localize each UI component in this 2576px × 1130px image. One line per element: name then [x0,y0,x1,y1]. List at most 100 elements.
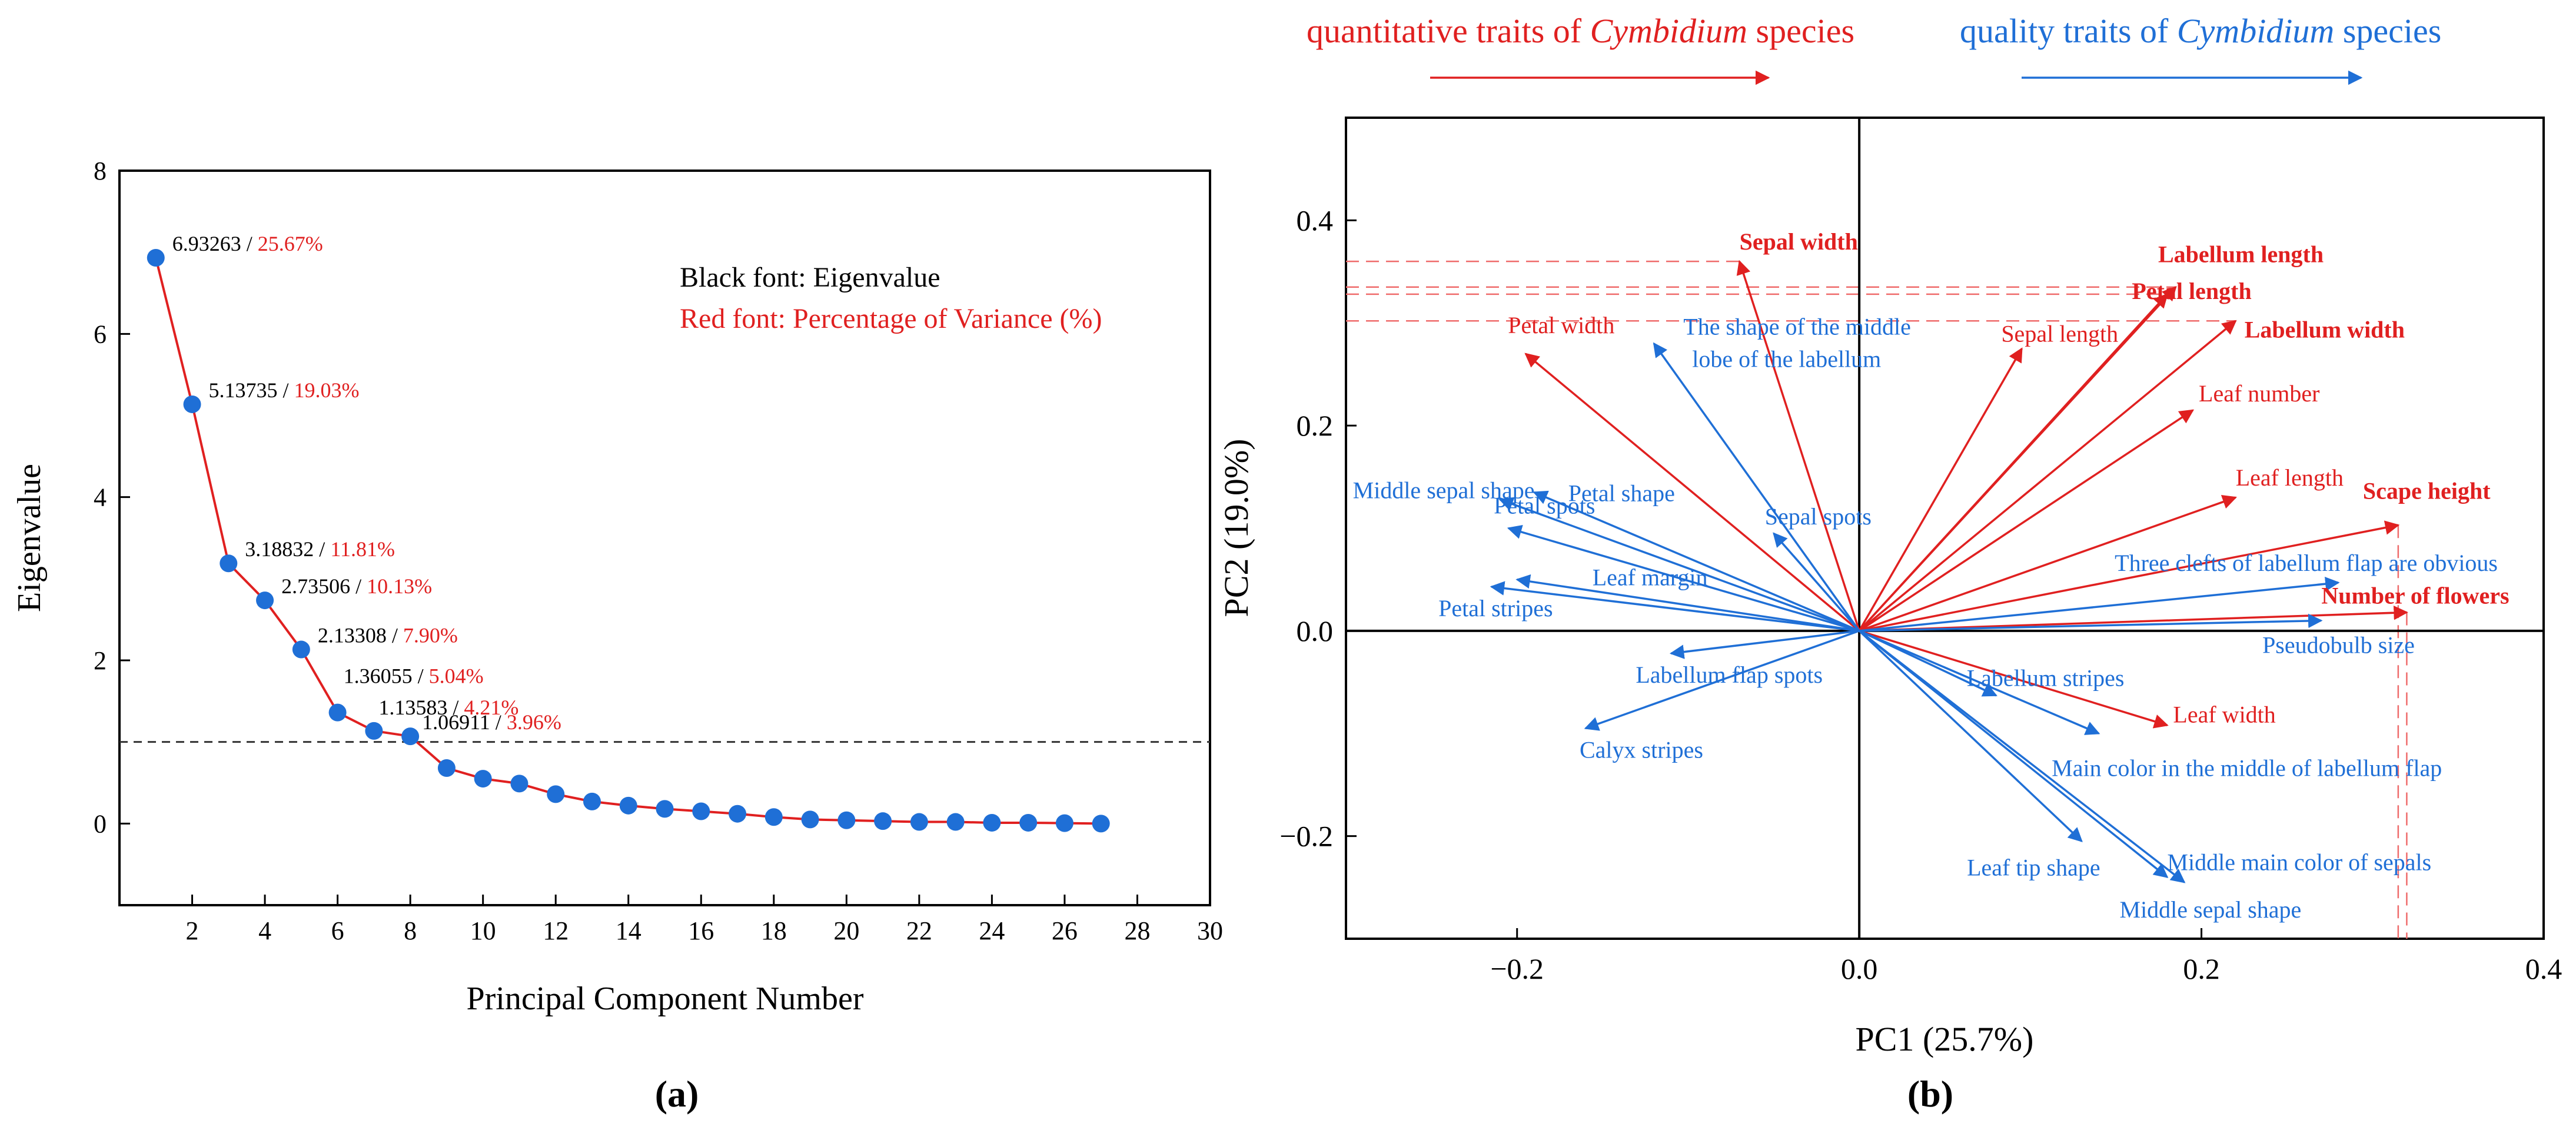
biplot-vector [1859,630,2169,878]
biplot-vector-label: Petal spots [1494,493,1595,519]
biplot-vector-label: Labellum length [2158,241,2324,268]
scree-points [147,249,1110,833]
biplot-vector-label: Labellum width [2245,316,2405,343]
annotation-eigenvalue: 3.18832 [245,537,314,561]
biplot-vector-label: Sepal width [1740,228,1858,255]
scree-plot-frame [118,170,1211,906]
biplot-x-tick-label: 0.0 [1841,952,1878,985]
header-quality: quality traits of Cymbidium species [1960,12,2441,50]
biplot-vector-label: Middle sepal shape [2120,896,2302,923]
biplot-vector-label: Three clefts of labellum flap are obviou… [2115,550,2498,576]
scree-annotations: 6.93263 / 25.67% 5.13735 / 19.03% 3.18832 … [172,232,561,734]
biplot-y-tick-label: −0.2 [1279,820,1333,853]
biplot-vector [1507,524,1860,632]
label-line: lobe of the labellum [1692,346,1881,373]
scree-x-tick-label: 30 [1197,916,1223,945]
scree-point [692,802,710,820]
scree-point [837,811,856,829]
biplot-vector-label: Calyx stripes [1580,737,1703,763]
scree-annotation: 3.18832 / 11.81% [245,537,395,561]
scree-y-tick-label: 4 [94,483,107,512]
biplot-vectors [1490,260,2408,883]
biplot-vector-label: Middle sepal shape [1353,477,1535,504]
scree-point [437,759,456,777]
scree-x-tick-label: 4 [258,916,271,945]
biplot-vector-label: Leaf length [2236,464,2344,491]
scree-y-tick-label: 0 [94,809,107,838]
biplot-vector [1515,574,1860,632]
scree-y-axis-label: Eigenvalue [11,464,48,612]
biplot-vector [1859,320,2237,632]
scree-point [401,727,420,746]
annotation-separator: / [314,537,330,561]
label-line: The shape of the middle [1683,314,1911,340]
scree-x-tick-label: 6 [331,916,344,945]
biplot-vector [1859,630,2169,729]
annotation-separator: / [387,624,403,647]
scree-y-tick-label: 6 [94,320,107,348]
scree-point [801,810,819,829]
scree-x-tick-label: 28 [1124,916,1150,945]
scree-annotation: 6.93263 / 25.67% [172,232,323,255]
scree-x-tick-label: 14 [616,916,641,945]
scree-annotation: 1.13583 / 4.21% [378,696,518,719]
biplot-vector-label: Sepal length [2001,320,2118,347]
biplot-vector [1533,490,1860,632]
biplot-y-tick-label: 0.2 [1297,409,1334,442]
scree-annotation: 5.13735 / 19.03% [209,378,360,402]
scree-point [183,395,201,413]
scree-point [256,591,274,610]
biplot-vector [1490,581,1860,632]
biplot-vector-label: Leaf number [2199,380,2319,407]
biplot-vector-label: Middle main color of sepals [2167,849,2431,875]
scree-x-tick-label: 16 [688,916,714,945]
biplot-vector-label: Leaf tip shape [1967,854,2100,880]
scree-x-tick-label: 20 [833,916,859,945]
biplot-x-tick-label: −0.2 [1490,952,1544,985]
biplot-vector-label: Petal stripes [1438,595,1553,622]
scree-point [547,785,565,803]
scree-point [656,800,674,818]
biplot-vector-label: Main color in the middle of labellum fla… [2052,755,2442,781]
legend-percentage: Red font: Percentage of Variance (%) [680,303,1102,334]
scree-x-tick-label: 24 [979,916,1005,945]
biplot-x-tick-label: 0.4 [2525,952,2562,985]
biplot-vector-label: Scape height [2363,477,2491,504]
annotation-percentage: 4.21% [464,696,518,719]
annotation-separator: / [241,232,258,255]
biplot-vector [1858,293,2169,632]
annotation-eigenvalue: 6.93263 [172,232,241,255]
biplot-vector-label: Sepal spots [1765,503,1872,530]
biplot-vector [1773,532,1860,632]
biplot-x-axis-label: PC1 (25.7%) [1856,1020,2034,1058]
biplot-vector-label: Labellum stripes [1967,665,2125,692]
biplot-vector [1859,630,2100,735]
biplot-vector [1858,347,2023,632]
biplot-vector-label: Pseudobulb size [2262,632,2415,658]
biplot-vector-label: Petal shape [1568,480,1675,506]
annotation-eigenvalue: 2.73506 [281,574,350,598]
header-quantitative: quantitative traits of Cymbidium species [1307,12,1854,50]
scree-x-axis-label: Principal Component Number [466,981,863,1017]
scree-point [510,775,529,793]
scree-point [983,813,1001,832]
scree-x-tick-label: 26 [1052,916,1078,945]
annotation-separator: / [350,574,367,598]
biplot-vector [1858,630,2083,843]
scree-point [619,796,637,815]
scree-annotation: 2.13308 / 7.90% [318,624,458,647]
scree-y-tick-label: 8 [94,157,107,185]
panel-a-label: (a) [655,1073,699,1115]
biplot-vector [1524,353,1860,632]
annotation-eigenvalue: 2.13308 [318,624,387,647]
annotation-separator: / [278,378,294,402]
annotation-eigenvalue: 1.36055 [344,664,413,688]
scree-point [365,722,383,740]
scree-x-tick-label: 2 [186,916,199,945]
scree-annotation: 2.73506 / 10.13% [281,574,432,598]
biplot-vector-label: The shape of the middle lobe of the label… [1683,314,1911,373]
annotation-separator: / [447,696,464,719]
scree-point [1055,814,1073,832]
